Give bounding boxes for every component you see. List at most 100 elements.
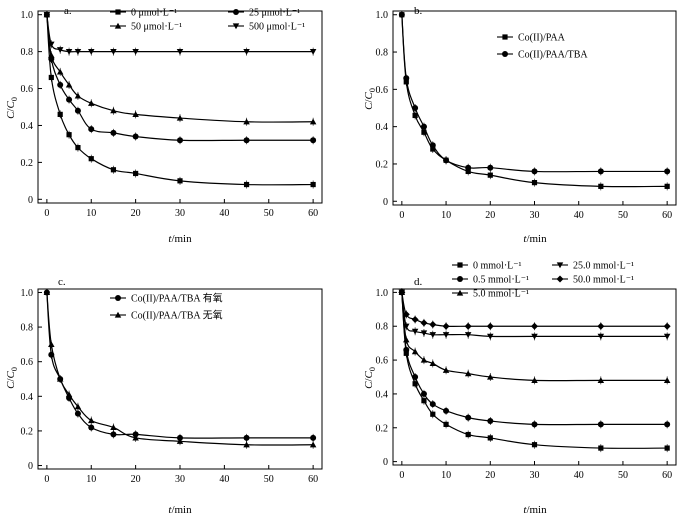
panel-a-series-1-point [132,133,139,140]
panel-b-series-0-point [421,129,427,135]
panel-c-series-1-point [243,441,250,448]
panel-c-ytick-label: 1.0 [21,288,34,299]
panel-c-legend-marker [115,295,121,301]
panel-d-series-4-point [530,322,539,330]
panel-d-series-1-point [664,421,671,428]
panel-a-xtick-label: 20 [131,208,141,219]
panel-d-series-2-point [442,366,450,373]
panel-a-legend-marker [232,23,240,30]
panel-a-series-3-point [65,49,73,55]
panel-a-series-3-point [176,49,184,55]
panel-d-series-2-point [531,377,538,383]
panel-b-series-1-point [420,123,427,130]
panel-d-series-3-point [420,330,428,337]
panel-b-series-1-point [597,168,604,175]
panel-a-series-1-point [74,107,81,114]
panel-a-series-2-point [176,114,184,121]
panel-d-xtick-label: 10 [441,470,451,481]
panel-d: d. 0 10 20 30 40 50 60 0 0.2 0.4 0.6 0.8 1.0 C/C0 t/mi… [363,261,677,516]
panel-d-series-0-point [487,435,493,441]
panel-c-series-0-point [110,431,117,438]
panel-d-legend-marker [457,276,463,282]
panel-d-ytick-label: 0.2 [376,423,389,434]
panel-b-xlabel: t/min [523,233,547,245]
panel-c-legend-label: Co(II)/PAA/TBA 无氧 [131,309,223,322]
panel-c-legend-marker [114,311,122,318]
panel-d-series-2-point [487,373,494,380]
panel-d-series-4-point [402,310,410,318]
panel-a-legend-label: 0 μmol·L⁻¹ [131,8,177,19]
panel-d-series-2-point [663,377,671,383]
panel-a-series-0-point [243,181,250,188]
panel-a-ytick-label: 1.0 [21,10,34,21]
panel-c-xtick-label: 50 [264,474,274,485]
panel-c-ytick-label: 0.4 [21,392,34,403]
panel-a-series-0-point [310,181,316,188]
panel-d-legend-marker [457,262,463,268]
panel-c-xtick-label: 60 [308,474,318,485]
panel-a-series-1-point [66,96,73,103]
panel-b-series-1-point [465,164,472,171]
panel-c-series-0-point [310,434,317,441]
panel-a-series-2-point [309,118,317,125]
panel-c-xtick-label: 20 [131,474,141,485]
panel-c-series-1-point [110,424,117,431]
panel-a-series-2-point [243,118,250,125]
panel-d-series-4-point [429,321,437,329]
panel-b-legend-item: Co(II)/PAA [497,33,566,44]
panel-d-xtick-label: 0 [399,470,404,481]
panel-d-series-1-point [429,401,436,408]
panel-a-legend-item: 0 μmol·L⁻¹ [110,8,177,19]
panel-a-legend-marker [115,9,121,15]
panel-d-series-3-point [663,333,671,340]
panel-b-series-1-point [398,11,405,18]
panel-d-legend-marker [556,262,564,269]
panel-b-series-1-point [531,168,538,175]
panel-d-series-4-point [597,322,605,330]
panel-a-plot: 0 10 20 30 40 50 60 0 0.2 0.4 0.6 0.8 1.0 C/C0 t/min 0 … [5,8,323,245]
panel-c-xtick-label: 30 [175,474,185,485]
panel-d-series-3-point [464,332,472,338]
panel-d-series-2-point [597,377,605,383]
panel-a-xtick-label: 50 [264,208,274,219]
panel-b-series-1-point [429,142,436,149]
panel-d-legend-label: 25.0 mmol·L⁻¹ [573,261,634,272]
panel-d-legend-item: 0.5 mmol·L⁻¹ [452,275,529,286]
panel-d-series-0-point [664,445,670,451]
panel-a-series-3-point [88,49,95,55]
panel-a-legend-item: 50 μmol·L⁻¹ [110,22,182,33]
panel-a-series-0-point [177,178,183,184]
panel-a-series-3-point [309,49,317,55]
panel-b-series-0-point [487,172,493,178]
panel-a-series-2-point [88,100,95,106]
panel-a-frame [37,10,323,204]
panel-a-legend-label: 25 μmol·L⁻¹ [249,8,300,19]
panel-b-xtick-label: 50 [618,210,628,221]
panel-d-series-4-point [420,319,428,327]
panel-b-xtick-label: 60 [662,210,672,221]
panel-c-ytick-label: 0.8 [21,323,34,334]
panel-b-plot: 0 10 20 30 40 50 60 0 0.2 0.4 0.6 0.8 1.0 C/C0 t/min Co… [363,10,677,245]
panel-a-series-2-point [132,111,139,117]
panel-a-ytick-label: 0.2 [21,158,34,169]
panel-a-series-3-point [56,47,64,54]
panel-c-series-1-point [88,417,95,424]
panel-a-xtick-label: 10 [86,208,96,219]
panel-b-ytick-label: 0.2 [376,159,389,170]
panel-a-ytick-label: 0.8 [21,47,34,58]
panel-d-label: d. [414,276,423,288]
panel-d-series-2-point [429,360,437,367]
panel-c-series-1-point [65,391,73,398]
panel-a-xlabel: t/min [168,233,192,245]
panel-b-series-0-point [664,183,670,189]
panel-d-series-0-point [531,442,538,448]
panel-d-series-4-point [464,322,472,330]
panel-d-series-3-point [442,332,450,338]
panel-a-series-3-point [132,49,139,55]
panel-a-series-2-point [110,107,117,114]
panel-a-series-3-point [48,41,55,48]
panel-a-series-3-point [43,12,51,18]
panel-a-xtick-label: 30 [175,208,185,219]
panel-c-ytick-label: 0 [28,461,33,472]
panel-a-legend-item: 500 μmol·L⁻¹ [228,22,305,33]
